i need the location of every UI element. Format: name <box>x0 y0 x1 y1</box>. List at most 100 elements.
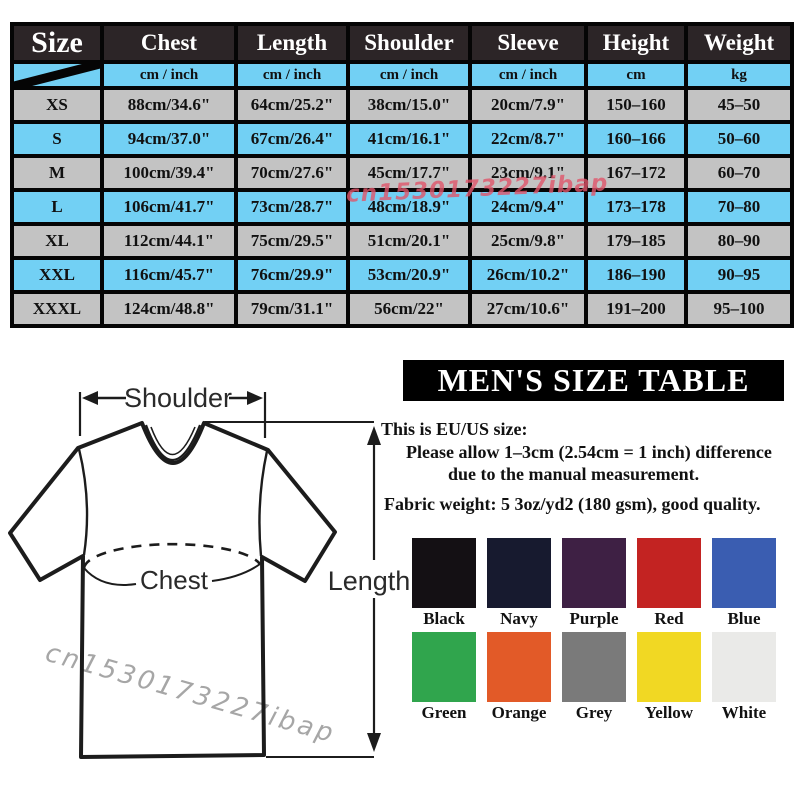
color-option-green: Green <box>412 632 476 724</box>
table-cell: 45cm/17.7" <box>346 154 472 192</box>
swatch-row: Black Navy Purple Red Blue <box>412 538 776 630</box>
table-cell: M <box>10 154 104 192</box>
table-cell: 64cm/25.2" <box>234 86 350 124</box>
size-row-XXXL: XXXL 124cm/48.8" 79cm/31.1" 56cm/22" 27cm/10… <box>10 290 794 328</box>
chest-arc-right <box>211 563 261 582</box>
swatch-label: Grey <box>575 703 613 722</box>
column-header-size: Size <box>10 22 104 64</box>
swatch-blue <box>712 538 776 608</box>
swatch-red <box>637 538 701 608</box>
length-label: Length <box>328 566 411 596</box>
tshirt-outline <box>8 421 337 759</box>
table-cell: 100cm/39.4" <box>100 154 238 192</box>
swatch-orange <box>487 632 551 702</box>
table-cell: S <box>10 120 104 158</box>
table-cell: 51cm/20.1" <box>346 222 472 260</box>
size-row-M: M 100cm/39.4" 70cm/27.6" 45cm/17.7" 23cm/9.1… <box>10 154 794 192</box>
column-header-shoulder: Shoulder <box>346 22 472 64</box>
swatch-grey <box>562 632 626 702</box>
table-cell: 73cm/28.7" <box>234 188 350 226</box>
table-cell: 75cm/29.5" <box>234 222 350 260</box>
note-eu-us-size: This is EU/US size: <box>381 419 528 439</box>
column-header-length: Length <box>234 22 350 64</box>
size-row-XXL: XXL 116cm/45.7" 76cm/29.9" 53cm/20.9" 26cm/1… <box>10 256 794 294</box>
diagonal-cell <box>10 60 104 90</box>
table-cell: 27cm/10.6" <box>468 290 588 328</box>
collar-inner-line-1 <box>144 424 202 461</box>
table-cell: 38cm/15.0" <box>346 86 472 124</box>
table-cell: 79cm/31.1" <box>234 290 350 328</box>
size-table: Size Chest Length Shoulder Sleeve Height… <box>10 22 794 328</box>
table-cell: 70–80 <box>684 188 794 226</box>
table-cell: 53cm/20.9" <box>346 256 472 294</box>
table-cell: XXL <box>10 256 104 294</box>
swatch-navy <box>487 538 551 608</box>
note-measurement: due to the manual measurement. <box>448 464 700 484</box>
table-cell: 160–166 <box>584 120 688 158</box>
swatch-label: Navy <box>500 609 538 628</box>
table-cell: 186–190 <box>584 256 688 294</box>
swatch-label: Red <box>654 609 684 628</box>
diagonal-line <box>14 64 100 86</box>
swatch-black <box>412 538 476 608</box>
color-option-purple: Purple <box>562 538 626 630</box>
swatch-label: Orange <box>491 703 547 722</box>
length-arrowhead-bottom <box>367 733 381 752</box>
size-table-body: XS 88cm/34.6" 64cm/25.2" 38cm/15.0" 20cm/7.9… <box>10 86 794 328</box>
color-swatch-grid: Black Navy Purple Red Blue Green Orange Grey Yel… <box>412 538 776 726</box>
table-cell: 94cm/37.0" <box>100 120 238 158</box>
table-cell: 191–200 <box>584 290 688 328</box>
header-row: Size Chest Length Shoulder Sleeve Height… <box>10 22 794 64</box>
left-sleeve-seam <box>77 448 89 556</box>
section-title-banner: MEN'S SIZE TABLE <box>403 360 784 401</box>
table-cell: 50–60 <box>684 120 794 158</box>
table-cell: 116cm/45.7" <box>100 256 238 294</box>
table-cell: 70cm/27.6" <box>234 154 350 192</box>
swatch-label: Yellow <box>644 703 694 722</box>
chest-label: Chest <box>140 565 209 595</box>
table-cell: XL <box>10 222 104 260</box>
size-row-XL: XL 112cm/44.1" 75cm/29.5" 51cm/20.1" 25cm/9.… <box>10 222 794 260</box>
table-cell: L <box>10 188 104 226</box>
table-cell: 24cm/9.4" <box>468 188 588 226</box>
table-cell: 23cm/9.1" <box>468 154 588 192</box>
swatch-label: Purple <box>569 609 619 628</box>
color-option-red: Red <box>637 538 701 630</box>
chest-dashed-arc <box>82 542 262 569</box>
swatch-label: Blue <box>727 609 761 628</box>
table-cell: 41cm/16.1" <box>346 120 472 158</box>
table-cell: 48cm/18.9" <box>346 188 472 226</box>
units-row: cm / inch cm / inch cm / inch cm / inch … <box>10 60 794 90</box>
column-header-sleeve: Sleeve <box>468 22 588 64</box>
swatch-label: Green <box>421 703 467 722</box>
color-option-orange: Orange <box>487 632 551 724</box>
unit-shoulder: cm / inch <box>346 60 472 90</box>
tshirt-measurement-diagram: cn1530173227ibap Chest Shoulder Length <box>8 383 411 759</box>
swatch-yellow <box>637 632 701 702</box>
collar-inner-line-2 <box>150 426 196 456</box>
table-cell: 88cm/34.6" <box>100 86 238 124</box>
swatch-purple <box>562 538 626 608</box>
unit-sleeve: cm / inch <box>468 60 588 90</box>
swatch-green <box>412 632 476 702</box>
table-cell: 173–178 <box>584 188 688 226</box>
table-cell: XS <box>10 86 104 124</box>
unit-length: cm / inch <box>234 60 350 90</box>
table-cell: 25cm/9.8" <box>468 222 588 260</box>
size-row-L: L 106cm/41.7" 73cm/28.7" 48cm/18.9" 24cm/9.4… <box>10 188 794 226</box>
swatch-label: Black <box>423 609 465 628</box>
table-cell: 112cm/44.1" <box>100 222 238 260</box>
size-row-S: S 94cm/37.0" 67cm/26.4" 41cm/16.1" 22cm/8.7"… <box>10 120 794 158</box>
table-cell: 95–100 <box>684 290 794 328</box>
swatch-row: Green Orange Grey Yellow White <box>412 632 776 724</box>
table-cell: 124cm/48.8" <box>100 290 238 328</box>
note-allowance: Please allow 1–3cm (2.54cm = 1 inch) dif… <box>406 442 772 462</box>
shoulder-label: Shoulder <box>124 383 232 413</box>
table-cell: 60–70 <box>684 154 794 192</box>
unit-height: cm <box>584 60 688 90</box>
table-cell: 26cm/10.2" <box>468 256 588 294</box>
color-option-navy: Navy <box>487 538 551 630</box>
unit-weight: kg <box>684 60 794 90</box>
column-header-weight: Weight <box>684 22 794 64</box>
